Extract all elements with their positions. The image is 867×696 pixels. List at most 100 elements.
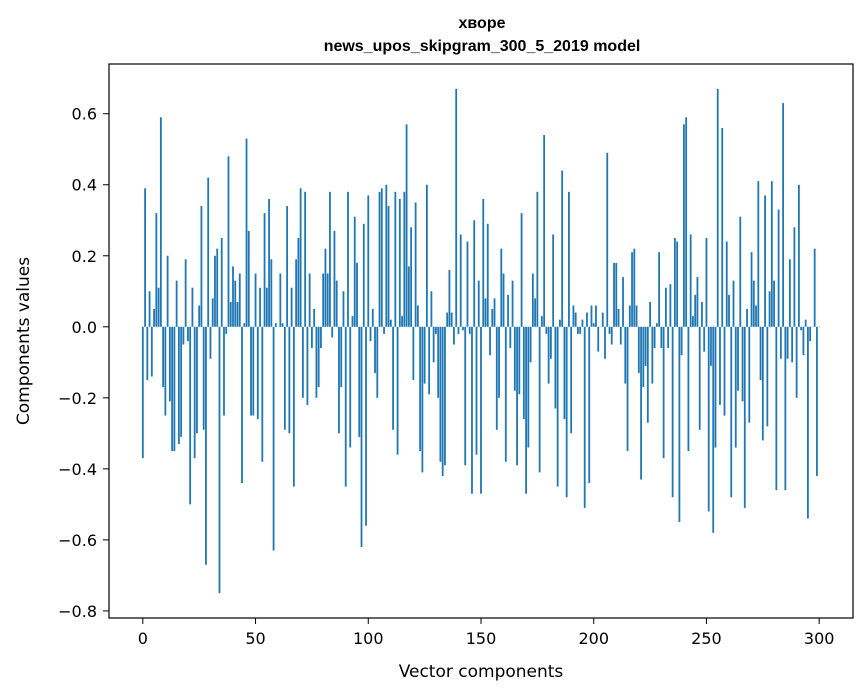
bar-219 xyxy=(635,305,638,327)
bar-22 xyxy=(191,287,194,327)
bar-38 xyxy=(227,156,230,327)
bar-211 xyxy=(617,309,620,327)
bar-139 xyxy=(455,88,458,327)
bar-141 xyxy=(459,234,462,327)
bar-119 xyxy=(410,227,413,327)
bar-191 xyxy=(572,305,575,327)
bar-173 xyxy=(531,273,534,327)
chart-title: хворе xyxy=(459,15,506,32)
bar-123 xyxy=(419,326,422,452)
y-tick-label: −0.2 xyxy=(58,389,97,408)
bar-54 xyxy=(263,213,266,327)
bar-207 xyxy=(608,326,611,334)
bar-31 xyxy=(211,298,214,327)
bar-92 xyxy=(349,326,352,448)
bar-163 xyxy=(509,326,512,349)
bar-116 xyxy=(403,191,406,327)
x-tick-label: 200 xyxy=(578,629,609,648)
bar-286 xyxy=(786,326,789,359)
bar-266 xyxy=(741,326,744,402)
bar-204 xyxy=(601,312,604,327)
bar-293 xyxy=(802,326,805,356)
bar-3 xyxy=(148,291,151,327)
bar-287 xyxy=(788,259,791,327)
bar-230 xyxy=(660,326,663,349)
bar-210 xyxy=(615,262,618,327)
bar-181 xyxy=(549,326,552,359)
bar-284 xyxy=(782,103,785,327)
bar-50 xyxy=(254,273,257,327)
bar-294 xyxy=(804,319,807,327)
bar-291 xyxy=(797,184,800,327)
bar-91 xyxy=(347,191,349,327)
bar-48 xyxy=(250,326,252,416)
bar-182 xyxy=(552,234,555,327)
bar-23 xyxy=(193,326,196,459)
bar-258 xyxy=(723,326,726,416)
bar-260 xyxy=(728,294,730,327)
bar-192 xyxy=(574,312,577,327)
bar-279 xyxy=(770,181,773,327)
bar-252 xyxy=(710,326,712,366)
bar-36 xyxy=(223,326,225,416)
bar-76 xyxy=(313,309,316,327)
y-tick-label: −0.8 xyxy=(58,602,97,621)
x-tick-label: 50 xyxy=(245,629,265,648)
bar-90 xyxy=(344,326,347,487)
bar-233 xyxy=(667,326,670,349)
bar-33 xyxy=(216,248,219,327)
bar-289 xyxy=(793,227,796,327)
bar-45 xyxy=(243,323,246,327)
bar-66 xyxy=(290,287,293,327)
bar-285 xyxy=(784,326,787,491)
bar-89 xyxy=(342,291,345,327)
bar-299 xyxy=(816,326,818,476)
bar-19 xyxy=(184,259,187,327)
bar-240 xyxy=(683,124,685,327)
bar-236 xyxy=(673,238,676,327)
bar-39 xyxy=(229,301,232,327)
x-axis-label: Vector components xyxy=(399,662,564,682)
bar-274 xyxy=(759,326,762,381)
bar-145 xyxy=(468,326,471,334)
bar-149 xyxy=(477,280,480,327)
x-axis-ticks: 0 50 100 150 200 250 300 xyxy=(138,618,834,648)
bar-238 xyxy=(678,326,681,523)
bar-140 xyxy=(457,326,460,334)
bar-216 xyxy=(628,305,631,327)
bar-107 xyxy=(383,326,385,334)
bar-241 xyxy=(685,117,688,327)
bar-96 xyxy=(358,326,361,437)
bar-53 xyxy=(261,326,264,462)
bar-78 xyxy=(317,326,320,388)
bar-265 xyxy=(739,216,742,327)
bar-147 xyxy=(473,220,476,327)
bar-85 xyxy=(333,230,336,327)
bar-190 xyxy=(570,326,573,434)
x-tick-label: 0 xyxy=(138,629,148,648)
bar-8 xyxy=(159,117,162,327)
bar-225 xyxy=(649,301,651,327)
bar-80 xyxy=(322,273,325,327)
bar-222 xyxy=(642,326,645,388)
bar-79 xyxy=(320,326,322,349)
bar-42 xyxy=(236,301,239,327)
bar-16 xyxy=(177,326,180,444)
bar-114 xyxy=(398,198,401,327)
bar-130 xyxy=(435,326,437,334)
x-tick-label: 250 xyxy=(691,629,722,648)
bar-103 xyxy=(374,326,376,373)
y-tick-label: 0.6 xyxy=(72,105,97,124)
bar-277 xyxy=(766,326,769,427)
bar-243 xyxy=(689,234,692,327)
bar-164 xyxy=(511,280,514,327)
bar-20 xyxy=(187,326,189,341)
bar-256 xyxy=(719,326,721,405)
bar-95 xyxy=(356,262,358,327)
bar-268 xyxy=(746,309,748,327)
bar-161 xyxy=(504,326,507,462)
y-tick-label: 0.0 xyxy=(72,318,97,337)
bar-58 xyxy=(272,326,275,551)
bar-193 xyxy=(577,326,579,334)
bar-144 xyxy=(466,241,469,327)
